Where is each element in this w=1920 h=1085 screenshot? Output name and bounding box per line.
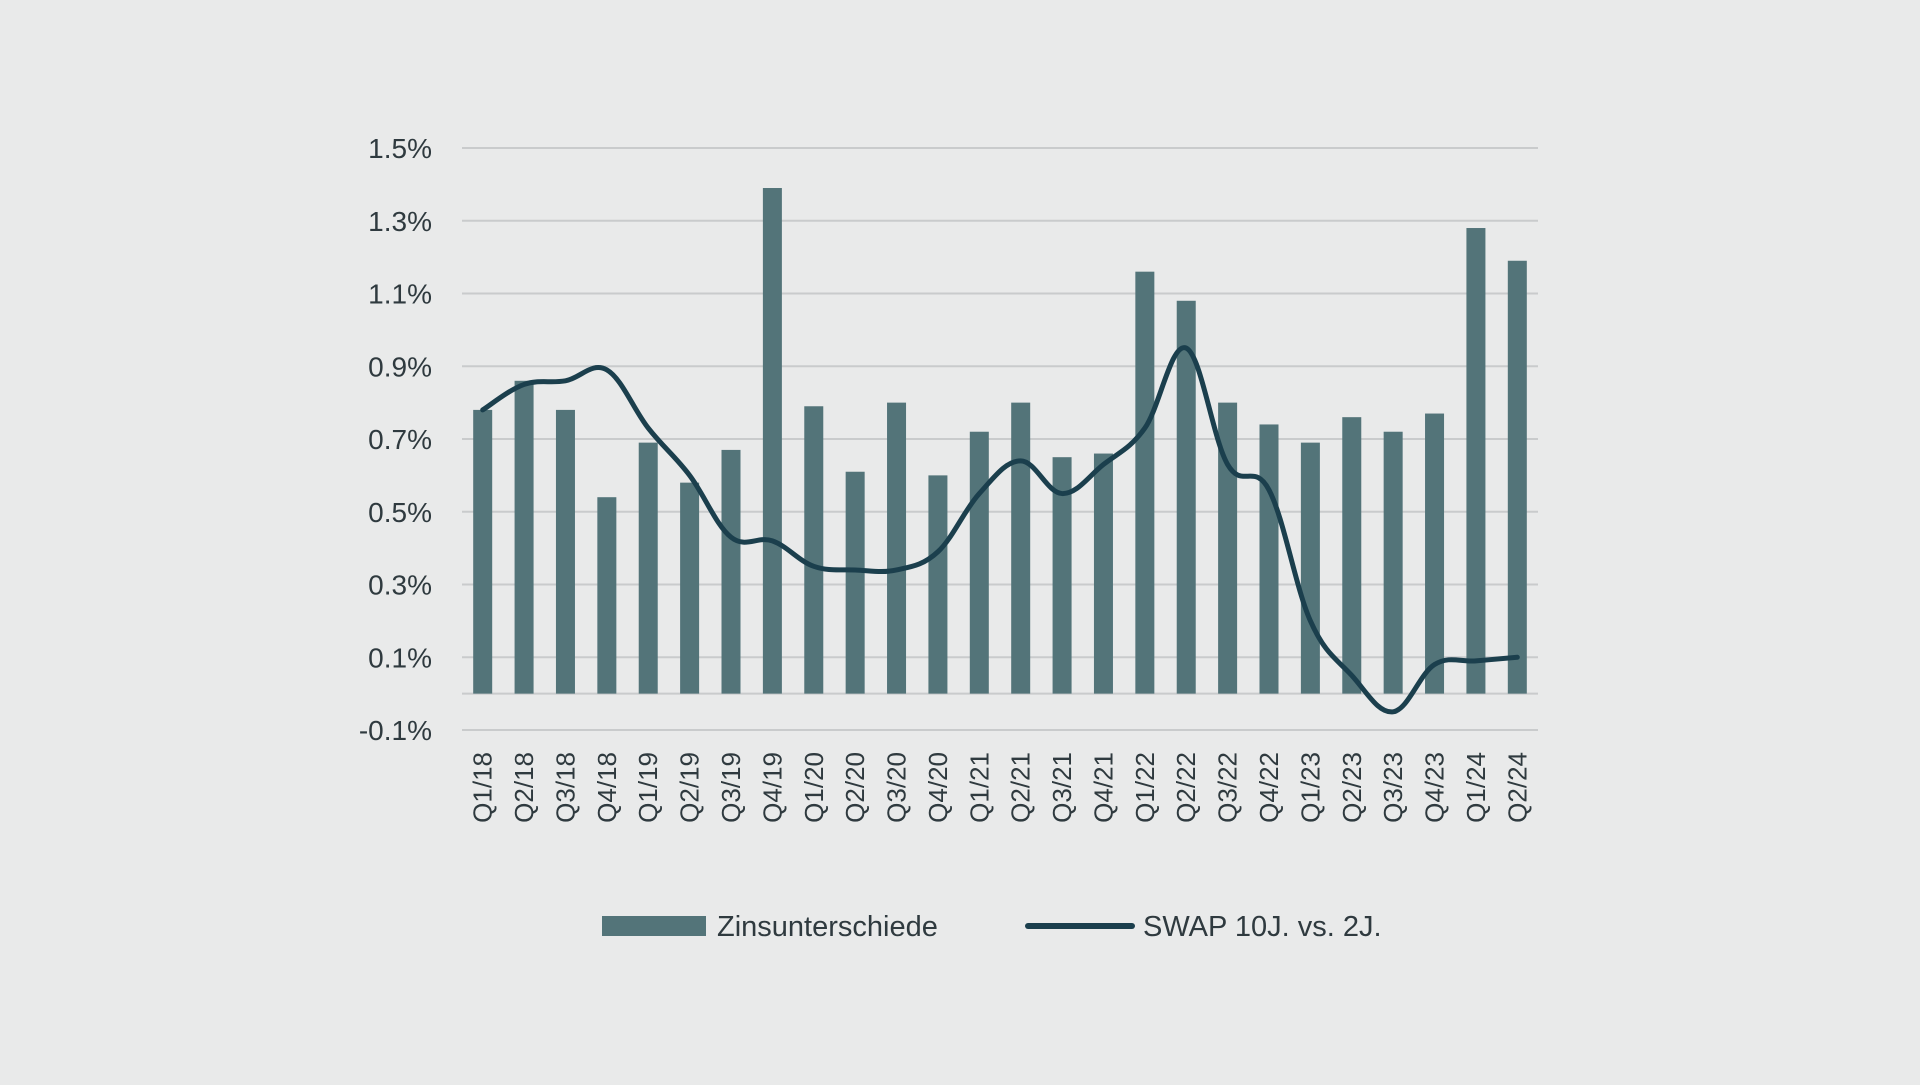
bar: [969, 431, 989, 694]
bar: [514, 380, 534, 694]
x-tick-label: Q1/22: [1130, 752, 1160, 823]
x-tick-label: Q4/22: [1254, 752, 1284, 823]
x-tick-label: Q1/21: [964, 752, 994, 823]
y-tick-label: 1.5%: [368, 133, 432, 164]
bar: [680, 482, 700, 694]
bar: [887, 402, 907, 694]
x-axis-ticks: Q1/18 Q2/18 Q3/18 Q4/18 Q1/19 Q2/19 Q3/19 Q4/19…: [468, 752, 1533, 823]
x-tick-label: Q4/21: [1088, 752, 1118, 823]
legend-label-line: SWAP 10J. vs. 2J.: [1143, 911, 1382, 943]
x-tick-label: Q3/23: [1378, 752, 1408, 823]
legend-bar-swatch: [602, 916, 706, 936]
legend-label-bars: Zinsunterschiede: [717, 911, 938, 943]
x-tick-label: Q1/24: [1461, 752, 1491, 823]
x-tick-label: Q3/18: [550, 752, 580, 823]
x-tick-label: Q3/19: [716, 752, 746, 823]
bar: [804, 406, 824, 694]
bar: [1466, 228, 1486, 694]
bar: [1383, 431, 1403, 694]
x-tick-label: Q3/21: [1047, 752, 1077, 823]
x-tick-label: Q1/23: [1295, 752, 1325, 823]
bar: [1052, 457, 1072, 694]
x-tick-label: Q4/20: [923, 752, 953, 823]
bar: [1425, 413, 1445, 694]
bar: [597, 497, 617, 694]
bar: [1259, 424, 1279, 694]
y-tick-label: 0.3%: [368, 570, 432, 601]
bars-zinsunterschiede: [473, 188, 1527, 694]
y-tick-label: -0.1%: [359, 715, 432, 746]
gridlines: [462, 147, 1538, 731]
x-tick-label: Q2/22: [1171, 752, 1201, 823]
bar: [1176, 300, 1196, 694]
y-tick-label: 0.5%: [368, 497, 432, 528]
bar: [928, 475, 948, 694]
bar: [1093, 453, 1113, 694]
bar: [555, 409, 575, 694]
bar: [1011, 402, 1031, 694]
y-tick-label: 1.1%: [368, 279, 432, 310]
bar: [638, 442, 658, 694]
x-tick-label: Q2/18: [509, 752, 539, 823]
x-tick-label: Q1/19: [633, 752, 663, 823]
line-swap: [480, 345, 1520, 715]
bar: [1135, 271, 1155, 694]
x-tick-label: Q1/18: [468, 752, 498, 823]
bar: [1218, 402, 1238, 694]
bar: [1342, 417, 1362, 694]
x-tick-label: Q4/18: [592, 752, 622, 823]
y-tick-label: 0.7%: [368, 424, 432, 455]
x-tick-label: Q2/24: [1502, 752, 1532, 823]
x-tick-label: Q4/23: [1420, 752, 1450, 823]
bar: [762, 188, 782, 694]
y-axis-ticks: 1.5% 1.3% 1.1% 0.9% 0.7% 0.5% 0.3% 0.1% -0.1%: [359, 133, 432, 746]
y-tick-label: 0.9%: [368, 351, 432, 382]
x-tick-label: Q1/20: [799, 752, 829, 823]
bar: [721, 449, 741, 694]
bar: [1507, 260, 1527, 694]
line-path: [480, 345, 1520, 715]
y-tick-label: 0.1%: [368, 642, 432, 673]
x-tick-label: Q4/19: [757, 752, 787, 823]
x-tick-label: Q2/19: [675, 752, 705, 823]
x-tick-label: Q3/22: [1213, 752, 1243, 823]
y-tick-label: 1.3%: [368, 206, 432, 237]
bar: [473, 409, 493, 694]
bar: [845, 471, 865, 694]
x-tick-label: Q2/23: [1337, 752, 1367, 823]
legend: Zinsunterschiede SWAP 10J. vs. 2J.: [602, 911, 1382, 943]
x-tick-label: Q3/20: [882, 752, 912, 823]
x-tick-label: Q2/20: [840, 752, 870, 823]
bar: [1300, 442, 1320, 694]
x-tick-label: Q2/21: [1006, 752, 1036, 823]
